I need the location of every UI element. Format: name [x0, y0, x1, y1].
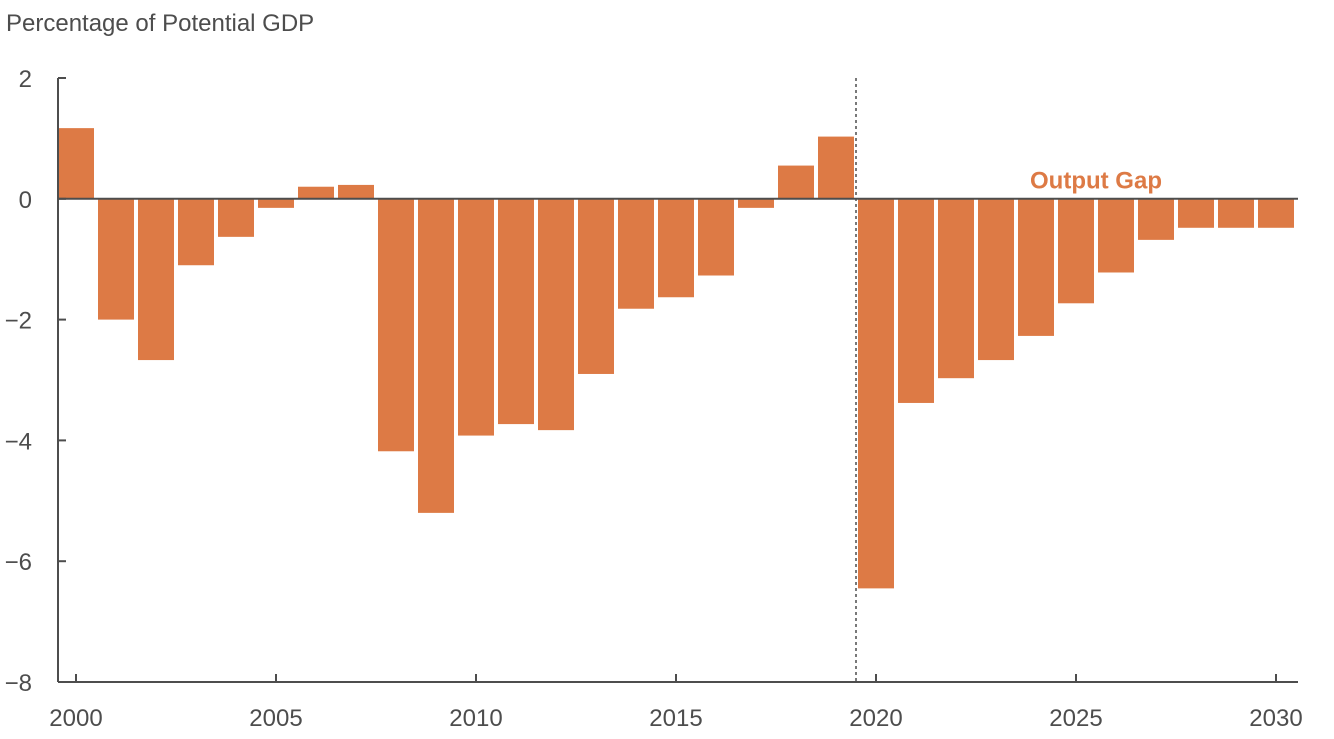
bar-2030 [1258, 198, 1294, 228]
bar-2015 [658, 198, 694, 298]
y-tick-label: −4 [5, 428, 32, 455]
bar-2002 [138, 198, 174, 361]
bar-2017 [738, 198, 774, 208]
x-tick-label: 2000 [49, 705, 102, 732]
bar-2001 [98, 198, 134, 320]
bar-2009 [418, 198, 454, 513]
bar-2020 [858, 198, 894, 589]
x-tick-label: 2015 [649, 705, 702, 732]
bar-2010 [458, 198, 494, 436]
bar-2014 [618, 198, 654, 309]
y-tick-label: −2 [5, 308, 32, 335]
x-tick-label: 2025 [1049, 705, 1102, 732]
series-label-output-gap: Output Gap [1030, 168, 1162, 195]
bar-2006 [298, 186, 334, 199]
bar-2000 [58, 128, 94, 199]
bar-2012 [538, 198, 574, 431]
x-tick-label: 2020 [849, 705, 902, 732]
bar-2028 [1178, 198, 1214, 228]
y-tick-label: 2 [19, 66, 32, 93]
y-tick-label: −6 [5, 549, 32, 576]
bar-2004 [218, 198, 254, 237]
bar-2023 [978, 198, 1014, 361]
bar-2026 [1098, 198, 1134, 273]
bar-2011 [498, 198, 534, 425]
bar-2027 [1138, 198, 1174, 240]
bars-layer [58, 128, 1294, 589]
x-tick-label: 2005 [249, 705, 302, 732]
axes-layer: 2 0 −2 −4 −6 −8 2000 2005 2010 2015 2020 2025 2030 [5, 66, 1303, 732]
bar-2022 [938, 198, 974, 379]
bar-2018 [778, 165, 814, 199]
x-tick-label: 2010 [449, 705, 502, 732]
bar-2021 [898, 198, 934, 403]
y-axis-unit-label: Percentage of Potential GDP [6, 10, 314, 37]
bar-2008 [378, 198, 414, 452]
bar-2029 [1218, 198, 1254, 228]
bar-2007 [338, 184, 374, 199]
bar-2016 [698, 198, 734, 276]
bar-2003 [178, 198, 214, 266]
x-tick-label: 2030 [1249, 705, 1302, 732]
bar-2024 [1018, 198, 1054, 336]
y-tick-label: −8 [5, 670, 32, 697]
bar-2013 [578, 198, 614, 374]
y-tick-label: 0 [19, 187, 32, 214]
bar-2019 [818, 136, 854, 199]
bar-2005 [258, 198, 294, 208]
bar-2025 [1058, 198, 1094, 304]
